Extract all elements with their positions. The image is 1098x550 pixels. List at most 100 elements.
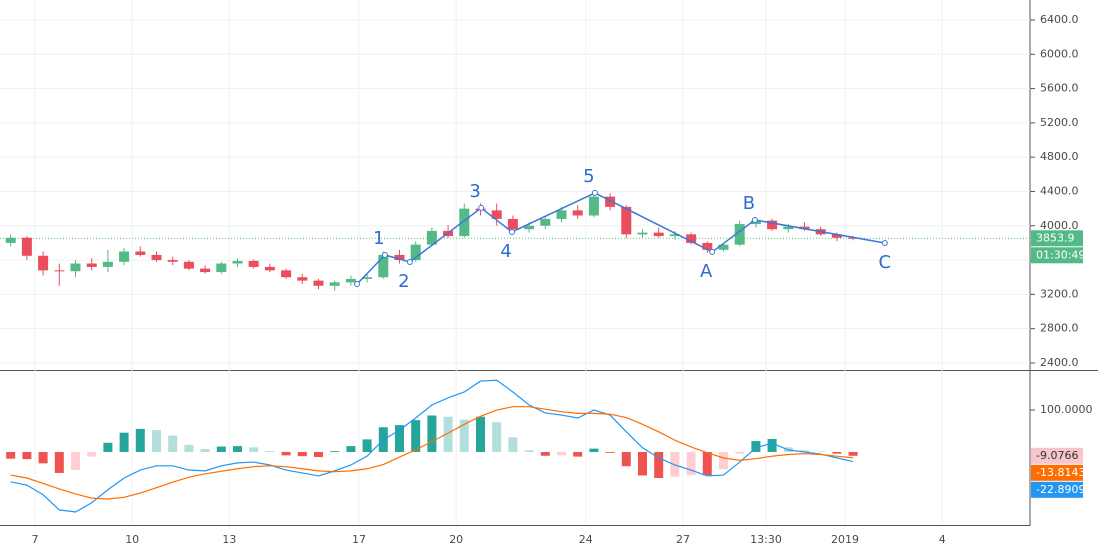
histogram-bar <box>492 422 502 452</box>
candle-body <box>264 266 275 271</box>
histogram-bar <box>459 419 469 452</box>
histogram-bar <box>718 451 728 470</box>
histogram-bar <box>6 451 16 459</box>
histogram-bar <box>394 425 404 452</box>
candle-body <box>232 260 243 264</box>
histogram-bar <box>508 437 518 452</box>
value-tag: -13.8143 <box>1031 464 1085 481</box>
histogram-bar <box>524 450 534 452</box>
wave-point <box>478 204 485 211</box>
candle-body <box>799 226 810 230</box>
y-tick-label: 2800.0 <box>1040 322 1079 335</box>
histogram-bar <box>216 446 226 452</box>
histogram-bar <box>70 451 80 471</box>
histogram-bar <box>427 415 437 452</box>
wave-point <box>881 240 888 247</box>
candle-body <box>248 260 259 267</box>
x-tick-label: 17 <box>352 533 366 546</box>
y-tick-label: 100.0000 <box>1040 403 1093 416</box>
candle-body <box>394 254 405 261</box>
value-tag-bg <box>1031 481 1083 498</box>
wave-point <box>591 189 598 196</box>
histogram-bar <box>330 451 340 452</box>
histogram-bar <box>767 438 777 452</box>
countdown-tag: 01:30:49 <box>1031 247 1085 264</box>
candle-body <box>21 237 32 256</box>
histogram-bar <box>411 420 421 452</box>
wave-point <box>354 280 361 287</box>
candle-body <box>848 237 859 239</box>
last-price-tag: 3853.9 <box>1031 230 1083 247</box>
x-tick-label: 24 <box>579 533 593 546</box>
candle-body <box>767 220 778 230</box>
candle-body <box>524 225 535 230</box>
histogram-bar <box>281 451 291 456</box>
candle-body <box>378 254 389 278</box>
candle-body <box>167 260 178 262</box>
value-tag-bg <box>1031 464 1083 481</box>
histogram-bar <box>589 448 599 452</box>
x-tick-label: 13:30 <box>750 533 782 546</box>
candle-body <box>831 234 842 238</box>
candle-body <box>556 210 567 219</box>
y-tick-label: 5600.0 <box>1040 82 1079 95</box>
y-tick-label: 4800.0 <box>1040 150 1079 163</box>
candle-body <box>5 237 16 243</box>
wave-label: 3 <box>469 181 480 202</box>
histogram-bar <box>103 442 113 452</box>
histogram-bar <box>848 451 858 456</box>
histogram-bar <box>475 416 485 452</box>
candle-body <box>637 232 648 235</box>
value-tag: -9.0766 <box>1031 447 1083 464</box>
candle-body <box>313 280 324 286</box>
candle-body <box>588 196 599 216</box>
wave-point <box>508 228 515 235</box>
histogram-bar <box>751 441 761 452</box>
countdown-tag-bg <box>1031 247 1083 264</box>
histogram-bar <box>637 451 647 476</box>
candle-body <box>135 251 146 255</box>
candle-body <box>653 232 664 237</box>
histogram-bar <box>556 451 566 456</box>
candle-body <box>718 244 729 250</box>
wave-label: 4 <box>500 241 511 262</box>
histogram-bar <box>232 446 242 452</box>
wave-point <box>709 248 716 255</box>
histogram-bar <box>38 451 48 464</box>
candle-body <box>151 254 162 261</box>
wave-label: 1 <box>373 228 384 249</box>
candle-body <box>38 255 49 271</box>
candle-body <box>281 270 292 278</box>
histogram-bar <box>249 447 259 452</box>
histogram-bar <box>799 450 809 452</box>
wave-label: A <box>700 261 713 282</box>
candle-body <box>70 263 81 272</box>
candle-body <box>86 263 97 267</box>
histogram-bar <box>346 446 356 452</box>
last-price-tag-bg <box>1031 230 1083 247</box>
candle-body <box>605 196 616 207</box>
y-tick-label: 5200.0 <box>1040 116 1079 129</box>
candle-body <box>345 278 356 283</box>
candle-body <box>183 261 194 269</box>
candle-body <box>572 210 583 216</box>
wave-label: 5 <box>583 166 594 187</box>
candle-body <box>426 230 437 245</box>
countdown-tag-text: 01:30:49 <box>1036 248 1085 261</box>
candle-body <box>362 277 373 279</box>
y-tick-label: 2400.0 <box>1040 356 1079 369</box>
candle-body <box>621 206 632 235</box>
wave-point <box>406 258 413 265</box>
histogram-bar <box>621 451 631 467</box>
candle-body <box>297 277 308 281</box>
histogram-bar <box>686 451 696 476</box>
last-price-tag-text: 3853.9 <box>1036 231 1075 244</box>
histogram-bar <box>22 451 32 460</box>
x-tick-label: 2019 <box>831 533 859 546</box>
candle-body <box>200 268 211 273</box>
candle-body <box>102 261 113 267</box>
candle-body <box>491 210 502 219</box>
histogram-bar <box>816 451 826 453</box>
y-tick-label: 3200.0 <box>1040 287 1079 300</box>
